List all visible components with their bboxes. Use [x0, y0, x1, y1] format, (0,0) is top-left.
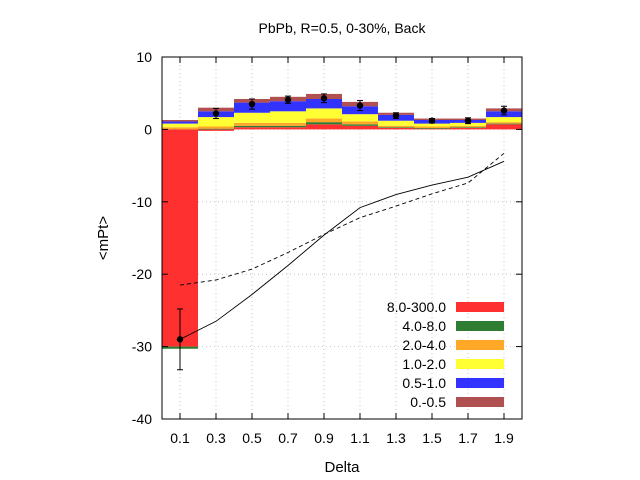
bar-segment	[378, 127, 414, 130]
bar-segment	[306, 118, 342, 123]
bar-segment	[306, 98, 342, 109]
bar-segment	[342, 121, 378, 125]
legend-swatch	[456, 378, 504, 388]
bar-segment	[486, 124, 522, 130]
legend-swatch	[456, 397, 504, 407]
legend-label: 4.0-8.0	[402, 318, 446, 334]
bar-segment	[234, 112, 270, 123]
bar-segment	[270, 111, 306, 123]
bar-segment	[342, 125, 378, 130]
data-point	[212, 110, 220, 117]
bar-segment	[486, 122, 522, 124]
bar-segment	[198, 117, 234, 127]
data-point	[320, 95, 328, 102]
bar-segment	[306, 108, 342, 119]
legend-swatch	[456, 340, 504, 350]
bar-segment	[486, 117, 522, 123]
x-tick-label: 1.9	[494, 430, 514, 446]
bar-segment	[270, 125, 306, 128]
bar-segment	[450, 127, 486, 128]
bar-segment	[378, 127, 414, 128]
x-tick-label: 0.7	[278, 430, 298, 446]
legend-swatch	[456, 321, 504, 331]
data-point	[392, 112, 400, 119]
legend-label: 0.-0.5	[410, 394, 446, 410]
y-axis-label: <mPt>	[95, 216, 112, 260]
legend: 8.0-300.0 4.0-8.0 2.0-4.0 1.0-2.0 0.5-1.0 0.-…	[387, 299, 504, 410]
y-tick-label: -40	[132, 411, 152, 427]
bar-segment	[234, 122, 270, 126]
bar-segment	[198, 129, 234, 131]
x-axis: 0.1 0.3 0.5 0.7 0.9 1.1 1.3 1.5 1.7 1.9	[170, 57, 514, 446]
bar-segment	[234, 125, 270, 128]
solid-curve	[179, 160, 505, 340]
data-point	[356, 102, 364, 109]
legend-swatch	[456, 302, 504, 312]
bar-segment	[414, 128, 450, 130]
bar-segment	[486, 123, 522, 125]
bar-segment	[306, 122, 342, 125]
x-tick-label: 1.1	[350, 430, 370, 446]
bar-segment	[450, 125, 486, 128]
x-tick-label: 1.7	[458, 430, 478, 446]
x-tick-label: 0.1	[170, 430, 190, 446]
bar-segment	[270, 101, 306, 112]
bar-segment	[342, 114, 378, 122]
x-tick-label: 0.5	[242, 430, 262, 446]
legend-label: 2.0-4.0	[402, 337, 446, 353]
bar-segment	[306, 124, 342, 130]
x-tick-label: 0.9	[314, 430, 334, 446]
data-point	[176, 336, 184, 343]
y-tick-label: -10	[132, 194, 152, 210]
plot-frame	[161, 56, 523, 420]
bar-segment	[342, 124, 378, 126]
dashed-curve	[179, 152, 505, 286]
y-tick-label: 0	[144, 121, 152, 137]
bar-segment	[162, 127, 198, 130]
bar-segment	[378, 125, 414, 128]
legend-swatch	[456, 359, 504, 369]
bar-segment	[450, 122, 486, 126]
x-tick-label: 1.3	[386, 430, 406, 446]
bar-segment	[450, 127, 486, 130]
y-tick-label: -20	[132, 266, 152, 282]
x-axis-label: Delta	[324, 459, 360, 476]
bar-segment	[198, 128, 234, 130]
legend-label: 1.0-2.0	[402, 356, 446, 372]
bar-segment	[270, 127, 306, 130]
data-point	[500, 107, 508, 114]
bar-segment	[198, 126, 234, 129]
legend-label: 0.5-1.0	[402, 375, 446, 391]
bar-segment	[234, 127, 270, 130]
data-points	[176, 93, 508, 371]
bar-segment	[414, 127, 450, 129]
legend-label: 8.0-300.0	[387, 299, 446, 315]
x-tick-label: 0.3	[206, 430, 226, 446]
bar-segment	[162, 119, 198, 122]
y-tick-label: -30	[132, 339, 152, 355]
data-point	[464, 117, 472, 124]
y-tick-label: 10	[136, 49, 152, 65]
bar-segment	[414, 126, 450, 128]
data-point	[248, 100, 256, 108]
data-point	[428, 117, 436, 124]
bar-segment	[162, 123, 198, 128]
bar-segment	[378, 120, 414, 126]
y-axis: 10 0 -10 -20 -30 -40	[132, 49, 522, 427]
x-tick-label: 1.5	[422, 430, 442, 446]
chart-title: PbPb, R=0.5, 0-30%, Back	[259, 20, 427, 36]
curves	[179, 152, 505, 340]
data-point	[284, 96, 292, 103]
bar-segment	[414, 123, 450, 127]
bar-segment	[162, 121, 198, 124]
bar-segment	[270, 122, 306, 126]
